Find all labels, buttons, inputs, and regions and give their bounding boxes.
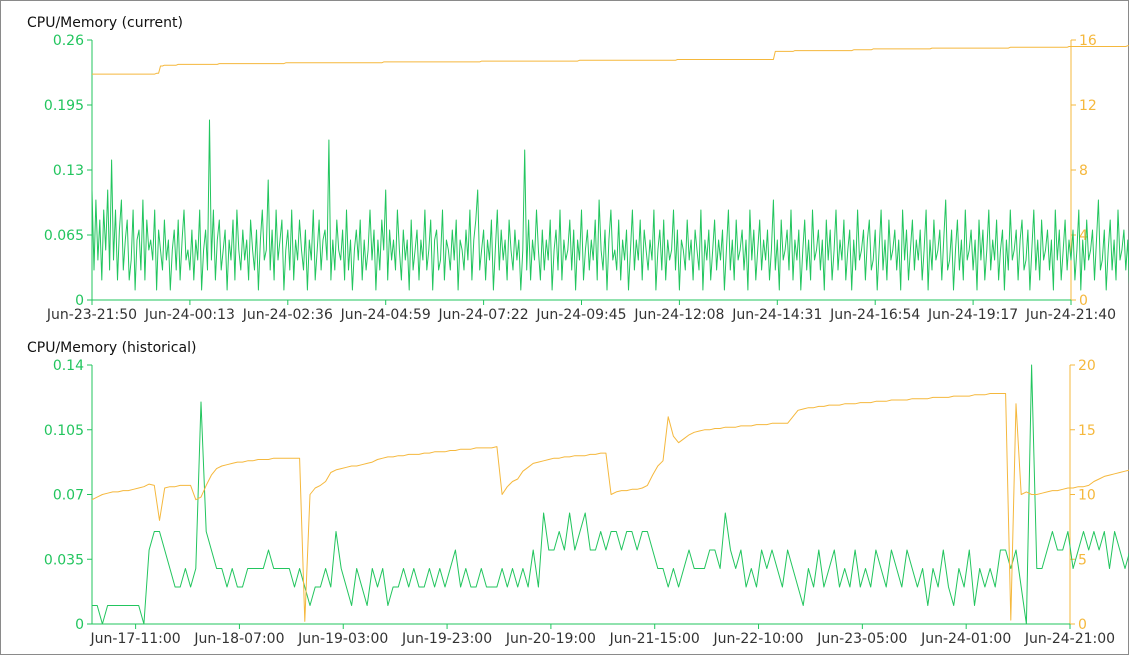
current-chart-title: CPU/Memory (current) (27, 15, 183, 31)
historical-right-tick-label: 20 (1078, 358, 1096, 374)
current-right-tick-label: 4 (1079, 228, 1088, 244)
historical-left-tick-label: 0.07 (53, 488, 84, 504)
current-right-tick-label: 0 (1079, 293, 1088, 309)
historical-left-tick-label: 0.035 (44, 552, 84, 568)
historical-memory-series-line (91, 393, 1129, 622)
historical-x-tick-label: Jun-18-07:00 (193, 631, 284, 647)
current-left-tick-label: 0.065 (44, 228, 84, 244)
current-x-tick-label: Jun-24-16:54 (829, 307, 920, 323)
current-x-tick-label: Jun-24-19:17 (927, 307, 1018, 323)
historical-x-tick-label: Jun-23-05:00 (816, 631, 907, 647)
current-x-tick-label: Jun-23-21:50 (46, 307, 137, 323)
current-x-tick-label: Jun-24-09:45 (535, 307, 626, 323)
historical-left-tick-label: 0.105 (44, 423, 84, 439)
current-x-tick-label: Jun-24-14:31 (731, 307, 822, 323)
historical-cpu-memory-chart: 0 0.035 0.07 0.105 0.14 0 5 10 15 20 Jun-17-11:00 J… (44, 358, 1129, 647)
current-right-tick-label: 16 (1079, 33, 1097, 49)
current-cpu-memory-chart: 0 0.065 0.13 0.195 0.26 0 4 8 12 16 Jun-23-21:50 Ju… (44, 33, 1129, 323)
current-x-tick-label: Jun-24-02:36 (242, 307, 333, 323)
historical-x-tick-label: Jun-21-15:00 (609, 631, 700, 647)
current-left-tick-label: 0 (75, 293, 84, 309)
historical-x-tick-label: Jun-19-03:00 (297, 631, 388, 647)
historical-x-tick-label: Jun-19-23:00 (401, 631, 492, 647)
current-left-tick-label: 0.26 (53, 33, 84, 49)
historical-chart-title: CPU/Memory (historical) (27, 340, 197, 356)
historical-x-tick-label: Jun-24-21:00 (1024, 631, 1115, 647)
historical-x-tick-label: Jun-17-11:00 (90, 631, 181, 647)
historical-cpu-series-line (92, 364, 1129, 625)
current-x-tick-label: Jun-24-21:40 (1025, 307, 1116, 323)
current-x-tick-label: Jun-24-04:59 (340, 307, 431, 323)
current-x-tick-label: Jun-24-07:22 (438, 307, 529, 323)
current-x-tick-label: Jun-24-12:08 (633, 307, 724, 323)
historical-x-tick-label: Jun-22-10:00 (712, 631, 803, 647)
current-left-tick-label: 0.195 (44, 98, 84, 114)
current-memory-series-line (92, 45, 1129, 75)
current-left-tick-label: 0.13 (53, 163, 84, 179)
historical-left-tick-label: 0 (75, 617, 84, 633)
historical-right-tick-label: 5 (1078, 552, 1087, 568)
current-right-tick-label: 12 (1079, 98, 1097, 114)
historical-x-tick-label: Jun-24-01:00 (920, 631, 1011, 647)
historical-left-tick-label: 0.14 (53, 358, 84, 374)
historical-right-tick-label: 15 (1078, 423, 1096, 439)
current-x-tick-label: Jun-24-00:13 (144, 307, 235, 323)
historical-right-tick-label: 0 (1078, 617, 1087, 633)
current-right-tick-label: 8 (1079, 163, 1088, 179)
current-cpu-series-line (91, 119, 1129, 291)
historical-right-tick-label: 10 (1078, 488, 1096, 504)
historical-x-tick-label: Jun-20-19:00 (505, 631, 596, 647)
